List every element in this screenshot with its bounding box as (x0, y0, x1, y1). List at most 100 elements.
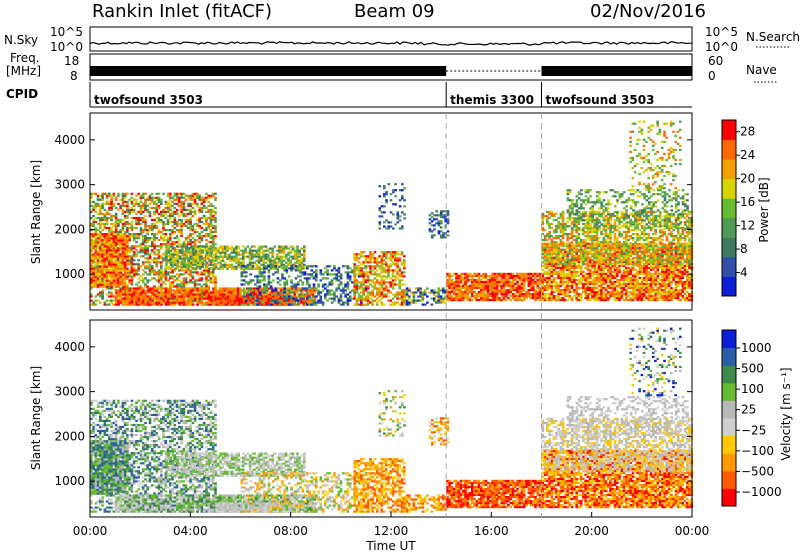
power-cell (507, 289, 510, 291)
power-cell (298, 260, 301, 262)
power-cell (419, 293, 422, 295)
power-cell (133, 227, 136, 229)
power-cell (331, 293, 334, 295)
power-cell (170, 262, 173, 264)
power-cell (394, 275, 397, 277)
power-cell (478, 277, 481, 279)
power-cell (210, 205, 213, 207)
power-cell (201, 203, 204, 205)
power-cell (133, 251, 136, 253)
power-cell (119, 239, 122, 241)
power-cell (160, 298, 163, 300)
power-cell (252, 265, 255, 267)
power-cell (385, 253, 388, 255)
power-cell (242, 252, 245, 254)
power-cell (194, 193, 197, 195)
power-cell (97, 229, 100, 231)
power-cell (283, 302, 286, 304)
power-cell (158, 271, 161, 273)
power-cell (196, 193, 199, 195)
power-cell (201, 197, 204, 199)
power-cell (151, 249, 154, 251)
power-cell (205, 223, 208, 225)
power-cell (169, 275, 172, 277)
power-cell (503, 283, 506, 285)
power-cell (180, 213, 183, 215)
power-cell (185, 281, 188, 283)
power-cell (220, 298, 223, 300)
power-cell (491, 283, 494, 285)
power-cell (379, 207, 382, 209)
power-cell (378, 255, 381, 257)
power-cell (283, 246, 286, 248)
power-cell (440, 234, 443, 236)
power-cell (171, 233, 174, 235)
power-cell (360, 283, 363, 285)
power-cell (212, 235, 215, 237)
power-cell (268, 283, 271, 285)
power-cell (142, 289, 145, 291)
power-cell (92, 266, 95, 268)
power-cell (124, 295, 127, 297)
power-cell (467, 277, 470, 279)
power-cell (212, 243, 215, 245)
power-cell (440, 212, 443, 214)
power-cell (149, 279, 152, 281)
power-cell (214, 275, 217, 277)
power-cell (201, 262, 204, 264)
power-cell (135, 227, 138, 229)
power-cell (503, 295, 506, 297)
power-cell (142, 221, 145, 223)
power-cell (356, 279, 359, 281)
power-cell (117, 193, 120, 195)
power-cell (174, 207, 177, 209)
power-cell (137, 203, 140, 205)
power-cell (203, 291, 206, 293)
power-cell (476, 293, 479, 295)
power-cell (142, 281, 145, 283)
power-cell (160, 285, 163, 287)
power-cell (160, 201, 163, 203)
power-cell (185, 239, 188, 241)
power-cell (447, 220, 450, 222)
power-cell (250, 281, 253, 283)
power-cell (167, 289, 170, 291)
power-cell (169, 229, 172, 231)
power-cell (320, 295, 323, 297)
power-cell (258, 252, 261, 254)
power-cell (199, 302, 202, 304)
power-cell (110, 227, 113, 229)
power-cell (315, 271, 318, 273)
power-cell (383, 225, 386, 227)
power-cell (126, 193, 129, 195)
power-cell (131, 245, 134, 247)
power-cell (378, 267, 381, 269)
power-cell (455, 297, 458, 299)
power-cell (471, 279, 474, 281)
power-cell (315, 295, 318, 297)
power-cell (183, 256, 186, 258)
power-cell (176, 277, 179, 279)
power-cell (153, 235, 156, 237)
power-cell (189, 221, 192, 223)
power-cell (408, 304, 411, 306)
power-cell (165, 217, 168, 219)
power-cell (189, 219, 192, 221)
power-cell (369, 267, 372, 269)
power-cell (455, 273, 458, 275)
nsky-series-line (90, 42, 692, 45)
power-cell (210, 219, 213, 221)
power-cell (433, 218, 436, 220)
power-cell (302, 283, 305, 285)
power-cell (214, 243, 217, 245)
power-cell (320, 300, 323, 302)
power-cell (396, 263, 399, 265)
power-cell (198, 225, 201, 227)
power-cell (244, 250, 247, 252)
power-cell (210, 273, 213, 275)
power-cell (151, 199, 154, 201)
power-cell (401, 225, 404, 227)
power-cell (167, 298, 170, 300)
power-cell (156, 265, 159, 267)
power-cell (115, 268, 118, 270)
